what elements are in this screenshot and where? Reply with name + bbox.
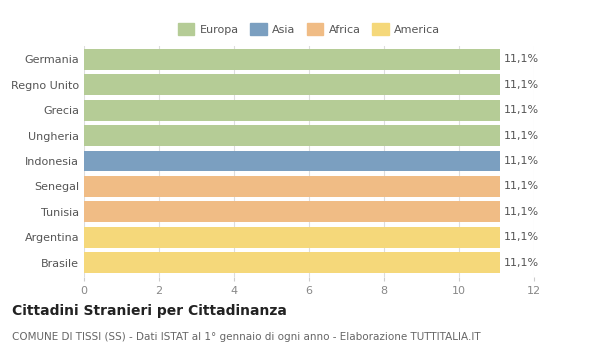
Text: 11,1%: 11,1% bbox=[504, 258, 539, 267]
Text: 11,1%: 11,1% bbox=[504, 80, 539, 90]
Legend: Europa, Asia, Africa, America: Europa, Asia, Africa, America bbox=[173, 19, 445, 39]
Bar bbox=[84, 100, 500, 121]
Text: 11,1%: 11,1% bbox=[504, 55, 539, 64]
Text: 11,1%: 11,1% bbox=[504, 105, 539, 115]
Bar bbox=[84, 49, 500, 70]
Text: 11,1%: 11,1% bbox=[504, 181, 539, 191]
Text: COMUNE DI TISSI (SS) - Dati ISTAT al 1° gennaio di ogni anno - Elaborazione TUTT: COMUNE DI TISSI (SS) - Dati ISTAT al 1° … bbox=[12, 332, 481, 343]
Text: Cittadini Stranieri per Cittadinanza: Cittadini Stranieri per Cittadinanza bbox=[12, 304, 287, 318]
Bar bbox=[84, 252, 500, 273]
Bar bbox=[84, 150, 500, 172]
Bar bbox=[84, 176, 500, 197]
Text: 11,1%: 11,1% bbox=[504, 232, 539, 242]
Bar bbox=[84, 125, 500, 146]
Text: 11,1%: 11,1% bbox=[504, 156, 539, 166]
Text: 11,1%: 11,1% bbox=[504, 207, 539, 217]
Text: 11,1%: 11,1% bbox=[504, 131, 539, 141]
Bar bbox=[84, 201, 500, 222]
Bar bbox=[84, 75, 500, 95]
Bar bbox=[84, 227, 500, 247]
